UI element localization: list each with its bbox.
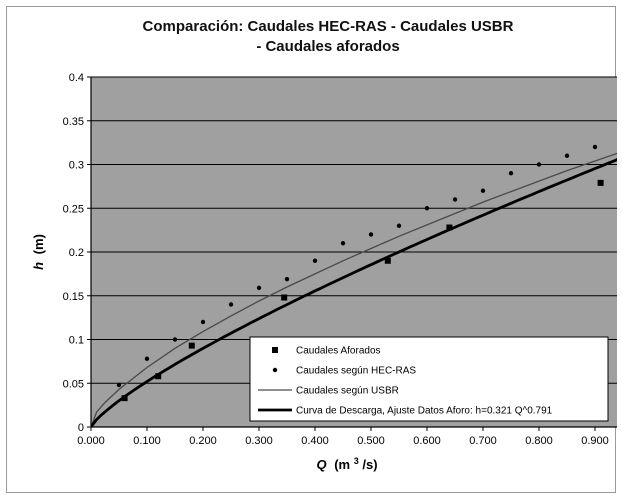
x-tick-label: 0.000 [77,435,105,447]
point-aforado [446,224,453,231]
point-hecras [200,319,206,325]
point-aforado [155,373,162,380]
x-axis-unit: (m [334,457,350,472]
x-tick-label: 0.200 [189,435,217,447]
point-hecras [536,162,542,167]
y-tick-label: 0.1 [69,335,84,347]
legend-marker-square [272,347,278,353]
point-aforado [281,294,288,301]
y-tick-label: 0.35 [63,116,84,128]
point-hecras [592,144,598,150]
point-aforado [597,179,604,186]
series-usbr-line [91,152,617,427]
axes: 0 0.05 0.1 0.15 0.2 0.25 0.3 0.35 0.4 0.000 0.100 0… [63,72,617,447]
point-hecras [340,241,346,246]
chart-frame: Comparación: Caudales HEC-RAS - Caudales… [6,6,617,493]
x-axis-unit-exponent: 3 [354,456,359,466]
x-tick-label: 0.100 [133,435,161,447]
chart-title-line-1: Comparación: Caudales HEC-RAS - Caudales… [143,18,514,35]
y-tick-label: 0 [78,422,84,434]
chart-svg: Comparación: Caudales HEC-RAS - Caudales… [31,18,617,472]
series [91,144,617,427]
x-axis-unit-end: /s) [362,457,377,472]
legend-label: Caudales según HEC-RAS [296,366,416,377]
point-hecras [508,171,514,176]
chart-title-line-2: - Caudales aforados [256,38,399,55]
x-tick-label: 0.800 [525,435,553,447]
legend-marker-dot [272,367,278,373]
point-hecras [368,232,374,237]
legend-label: Caudales según USBR [296,386,399,397]
point-hecras [284,276,290,282]
point-hecras [256,285,262,291]
series-discharge-curve [91,158,617,427]
point-aforado [384,257,391,264]
y-axis-unit: (m) [31,234,46,254]
point-hecras [564,153,570,158]
y-tick-label: 0.05 [63,378,84,390]
y-tick-label: 0.25 [63,203,84,215]
x-tick-label: 0.900 [581,435,609,447]
point-hecras [312,258,318,263]
point-hecras [424,206,430,211]
point-hecras [396,223,402,228]
point-hecras [480,188,486,193]
x-axis-label: Q (m 3 /s) [316,456,377,472]
y-tick-label: 0.3 [69,160,84,172]
x-tick-label: 0.500 [357,435,385,447]
y-axis-label: h (m) [31,234,46,270]
y-tick-label: 0.4 [69,72,84,84]
x-tick-label: 0.700 [469,435,497,447]
legend-box [249,336,609,422]
y-tick-label: 0.2 [69,247,84,259]
x-tick-label: 0.300 [245,435,273,447]
legend-label: Curva de Descarga, Ajuste Datos Aforo: h… [296,406,553,417]
point-hecras [116,382,122,388]
point-hecras [144,356,150,361]
point-aforado [188,342,195,349]
point-hecras [452,197,458,202]
legend-label: Caudales Aforados [296,346,381,357]
x-tick-label: 0.400 [301,435,329,447]
x-axis-symbol: Q [316,457,326,472]
y-axis-symbol: h [31,262,46,270]
point-hecras [172,337,178,342]
legend-items: Caudales Aforados Caudales según HEC-RAS C… [258,346,553,417]
x-tick-label: 0.600 [413,435,441,447]
y-tick-label: 0.15 [63,291,84,303]
point-hecras [228,302,234,307]
legend: Caudales Aforados Caudales según HEC-RAS C… [249,336,609,422]
